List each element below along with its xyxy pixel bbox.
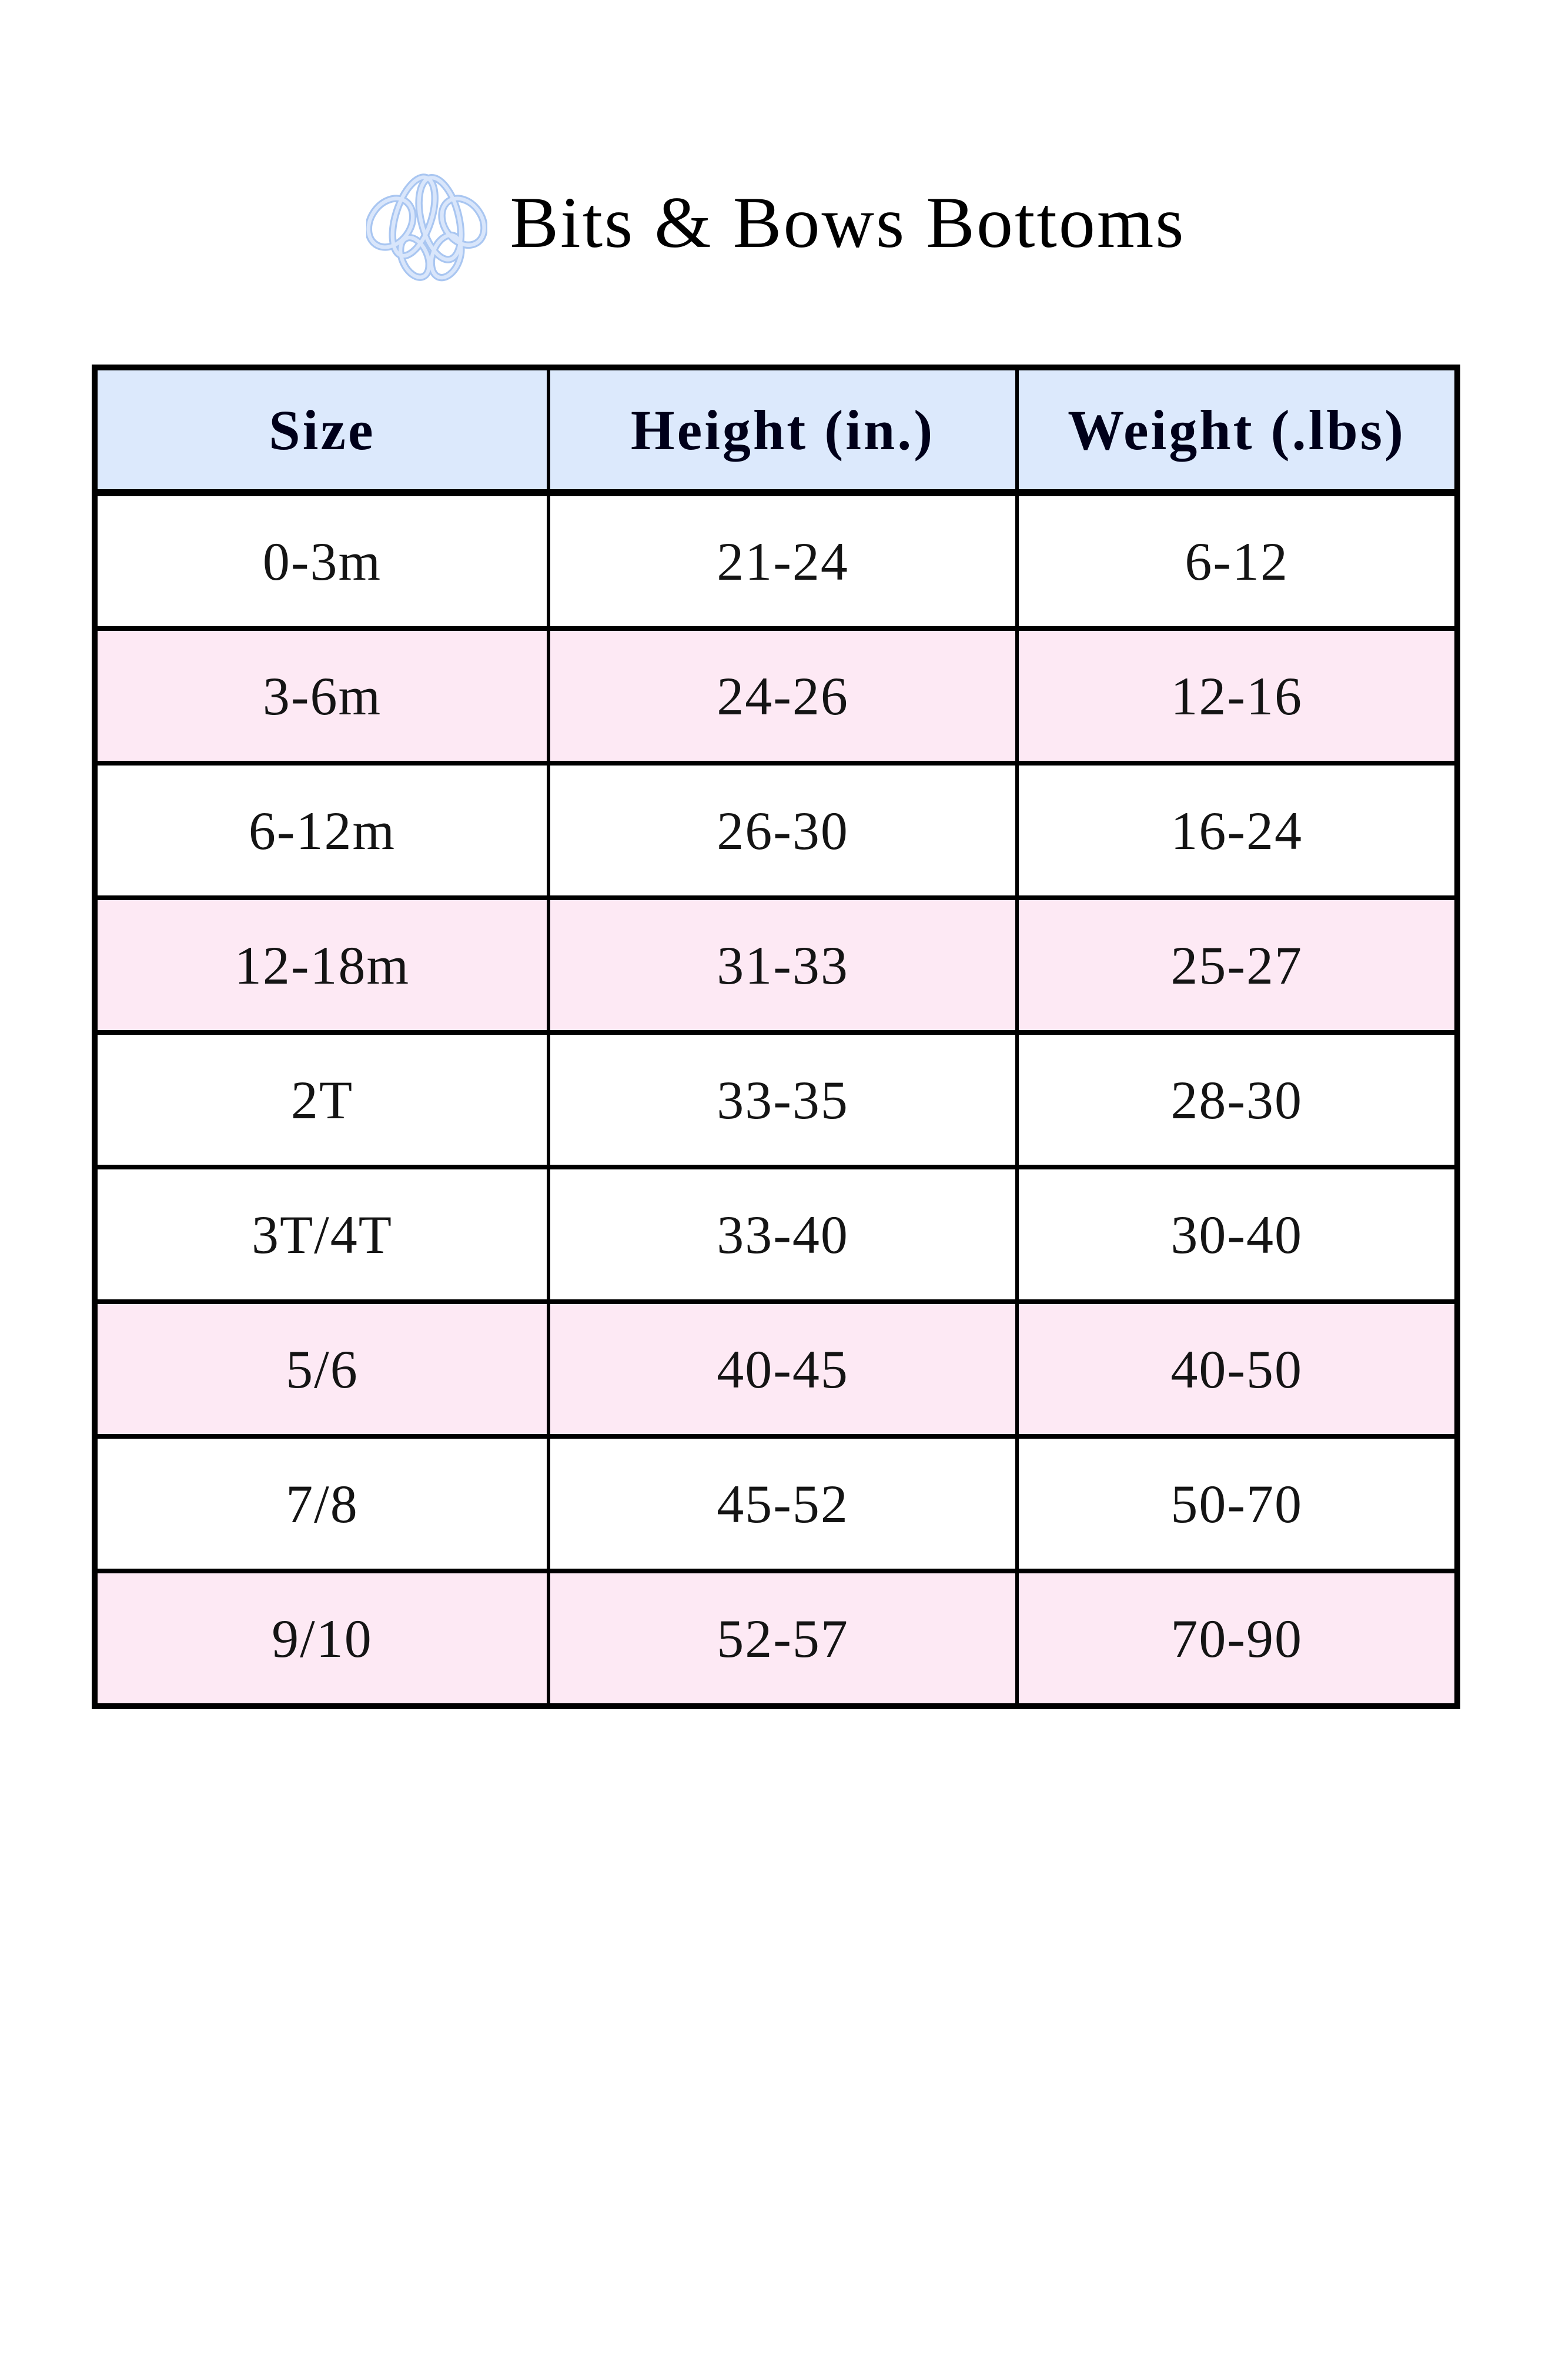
table-cell: 7/8 bbox=[93, 1434, 550, 1573]
size-chart-table: Size Height (in.) Weight (.lbs) 0-3m 21-2… bbox=[92, 365, 1460, 1709]
table-row: 12-18m 31-33 25-27 bbox=[93, 895, 1459, 1035]
table-cell: 26-30 bbox=[546, 761, 1019, 900]
table-cell: 12-16 bbox=[1015, 626, 1459, 766]
table-cell: 50-70 bbox=[1015, 1434, 1459, 1573]
table-row: 3T/4T 33-40 30-40 bbox=[93, 1165, 1459, 1304]
table-cell: 28-30 bbox=[1015, 1030, 1459, 1169]
table-cell: 30-40 bbox=[1015, 1165, 1459, 1304]
table-cell: 33-35 bbox=[546, 1030, 1019, 1169]
table-cell: 16-24 bbox=[1015, 761, 1459, 900]
table-cell: 24-26 bbox=[546, 626, 1019, 766]
column-header-height: Height (in.) bbox=[546, 365, 1019, 496]
table-row: 7/8 45-52 50-70 bbox=[93, 1434, 1459, 1573]
table-cell: 2T bbox=[93, 1030, 550, 1169]
interlocking-bows-monogram-icon bbox=[366, 160, 487, 286]
table-header: Size Height (in.) Weight (.lbs) bbox=[93, 365, 1459, 496]
table-cell: 21-24 bbox=[546, 490, 1019, 631]
table-cell: 40-50 bbox=[1015, 1299, 1459, 1439]
table-cell: 12-18m bbox=[93, 895, 550, 1035]
table-cell: 3-6m bbox=[93, 626, 550, 766]
table-cell: 52-57 bbox=[546, 1569, 1019, 1709]
header-row: Size Height (in.) Weight (.lbs) bbox=[93, 365, 1459, 496]
table-row: 0-3m 21-24 6-12 bbox=[93, 490, 1459, 631]
table-cell: 33-40 bbox=[546, 1165, 1019, 1304]
table-row: 3-6m 24-26 12-16 bbox=[93, 626, 1459, 766]
table-cell: 45-52 bbox=[546, 1434, 1019, 1573]
column-header-weight: Weight (.lbs) bbox=[1015, 365, 1459, 496]
brand-header: Bits & Bows Bottoms bbox=[0, 0, 1552, 286]
table-cell: 3T/4T bbox=[93, 1165, 550, 1304]
table-body: 0-3m 21-24 6-12 3-6m 24-26 12-16 6-12m 26-30 16-… bbox=[93, 490, 1459, 1709]
table-cell: 0-3m bbox=[93, 490, 550, 631]
table-cell: 31-33 bbox=[546, 895, 1019, 1035]
table-cell: 6-12 bbox=[1015, 490, 1459, 631]
table-row: 9/10 52-57 70-90 bbox=[93, 1569, 1459, 1709]
table-cell: 5/6 bbox=[93, 1299, 550, 1439]
page-title: Bits & Bows Bottoms bbox=[510, 182, 1186, 263]
table-cell: 70-90 bbox=[1015, 1569, 1459, 1709]
table-row: 6-12m 26-30 16-24 bbox=[93, 761, 1459, 900]
table-cell: 40-45 bbox=[546, 1299, 1019, 1439]
column-header-size: Size bbox=[93, 365, 550, 496]
table-cell: 9/10 bbox=[93, 1569, 550, 1709]
table-cell: 25-27 bbox=[1015, 895, 1459, 1035]
table-row: 2T 33-35 28-30 bbox=[93, 1030, 1459, 1169]
table-cell: 6-12m bbox=[93, 761, 550, 900]
table-row: 5/6 40-45 40-50 bbox=[93, 1299, 1459, 1439]
